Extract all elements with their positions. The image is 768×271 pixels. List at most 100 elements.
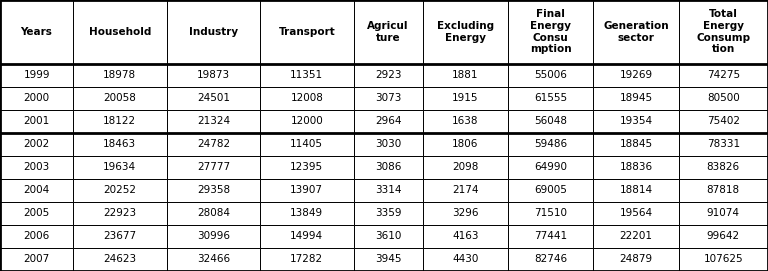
Text: 20252: 20252 bbox=[104, 185, 137, 195]
Bar bbox=[260, 0, 353, 64]
Bar bbox=[167, 64, 260, 87]
Text: 3945: 3945 bbox=[375, 254, 402, 264]
Bar bbox=[508, 225, 593, 248]
Text: 2004: 2004 bbox=[24, 185, 50, 195]
Text: 18945: 18945 bbox=[619, 93, 653, 103]
Bar bbox=[679, 0, 768, 64]
Bar bbox=[679, 87, 768, 110]
Bar bbox=[167, 179, 260, 202]
Bar bbox=[73, 248, 167, 271]
Text: 19634: 19634 bbox=[104, 162, 137, 172]
Bar bbox=[353, 87, 422, 110]
Text: 13849: 13849 bbox=[290, 208, 323, 218]
Text: 3610: 3610 bbox=[375, 231, 401, 241]
Bar bbox=[508, 110, 593, 133]
Bar bbox=[593, 248, 679, 271]
Bar bbox=[422, 225, 508, 248]
Bar bbox=[73, 202, 167, 225]
Text: 71510: 71510 bbox=[534, 208, 567, 218]
Bar bbox=[353, 248, 422, 271]
Bar bbox=[0, 87, 73, 110]
Bar bbox=[593, 225, 679, 248]
Bar bbox=[593, 133, 679, 156]
Text: 55006: 55006 bbox=[535, 70, 567, 80]
Bar bbox=[0, 156, 73, 179]
Bar bbox=[422, 110, 508, 133]
Text: 75402: 75402 bbox=[707, 116, 740, 126]
Text: 22923: 22923 bbox=[104, 208, 137, 218]
Bar bbox=[679, 64, 768, 87]
Bar bbox=[508, 179, 593, 202]
Text: 74275: 74275 bbox=[707, 70, 740, 80]
Bar bbox=[73, 156, 167, 179]
Text: 18845: 18845 bbox=[619, 139, 653, 149]
Text: 56048: 56048 bbox=[534, 116, 567, 126]
Bar bbox=[422, 87, 508, 110]
Bar bbox=[73, 225, 167, 248]
Bar bbox=[679, 248, 768, 271]
Bar bbox=[73, 110, 167, 133]
Text: 19269: 19269 bbox=[619, 70, 653, 80]
Text: 2005: 2005 bbox=[24, 208, 50, 218]
Bar bbox=[422, 64, 508, 87]
Bar bbox=[679, 133, 768, 156]
Text: 19354: 19354 bbox=[619, 116, 653, 126]
Bar bbox=[260, 87, 353, 110]
Bar bbox=[353, 225, 422, 248]
Bar bbox=[353, 156, 422, 179]
Text: 64990: 64990 bbox=[534, 162, 567, 172]
Text: 3359: 3359 bbox=[375, 208, 402, 218]
Text: 61555: 61555 bbox=[534, 93, 567, 103]
Text: 2001: 2001 bbox=[24, 116, 50, 126]
Bar bbox=[260, 110, 353, 133]
Text: 4163: 4163 bbox=[452, 231, 478, 241]
Bar bbox=[353, 0, 422, 64]
Bar bbox=[422, 179, 508, 202]
Bar bbox=[679, 179, 768, 202]
Text: 24782: 24782 bbox=[197, 139, 230, 149]
Text: 2174: 2174 bbox=[452, 185, 478, 195]
Bar bbox=[353, 179, 422, 202]
Text: 24879: 24879 bbox=[619, 254, 653, 264]
Text: 32466: 32466 bbox=[197, 254, 230, 264]
Text: 19873: 19873 bbox=[197, 70, 230, 80]
Text: 2006: 2006 bbox=[24, 231, 50, 241]
Bar bbox=[679, 156, 768, 179]
Text: 18814: 18814 bbox=[619, 185, 653, 195]
Bar bbox=[167, 133, 260, 156]
Bar bbox=[593, 64, 679, 87]
Text: 20058: 20058 bbox=[104, 93, 136, 103]
Text: 99642: 99642 bbox=[707, 231, 740, 241]
Bar bbox=[0, 110, 73, 133]
Text: 18122: 18122 bbox=[104, 116, 137, 126]
Text: 11351: 11351 bbox=[290, 70, 323, 80]
Bar bbox=[353, 133, 422, 156]
Text: 12000: 12000 bbox=[290, 116, 323, 126]
Bar bbox=[422, 202, 508, 225]
Text: 11405: 11405 bbox=[290, 139, 323, 149]
Text: Generation
sector: Generation sector bbox=[603, 21, 669, 43]
Text: Excluding
Energy: Excluding Energy bbox=[437, 21, 494, 43]
Text: 77441: 77441 bbox=[534, 231, 567, 241]
Bar bbox=[593, 110, 679, 133]
Bar bbox=[0, 202, 73, 225]
Bar bbox=[73, 133, 167, 156]
Bar bbox=[73, 87, 167, 110]
Text: Years: Years bbox=[21, 27, 52, 37]
Text: 28084: 28084 bbox=[197, 208, 230, 218]
Bar bbox=[260, 248, 353, 271]
Text: 29358: 29358 bbox=[197, 185, 230, 195]
Bar bbox=[167, 0, 260, 64]
Bar bbox=[593, 87, 679, 110]
Text: 3296: 3296 bbox=[452, 208, 478, 218]
Bar bbox=[353, 110, 422, 133]
Bar bbox=[508, 248, 593, 271]
Text: 2964: 2964 bbox=[375, 116, 402, 126]
Text: 2007: 2007 bbox=[24, 254, 50, 264]
Bar bbox=[167, 202, 260, 225]
Text: 1915: 1915 bbox=[452, 93, 478, 103]
Text: 2000: 2000 bbox=[24, 93, 50, 103]
Text: 24623: 24623 bbox=[104, 254, 137, 264]
Text: 1638: 1638 bbox=[452, 116, 478, 126]
Text: 27777: 27777 bbox=[197, 162, 230, 172]
